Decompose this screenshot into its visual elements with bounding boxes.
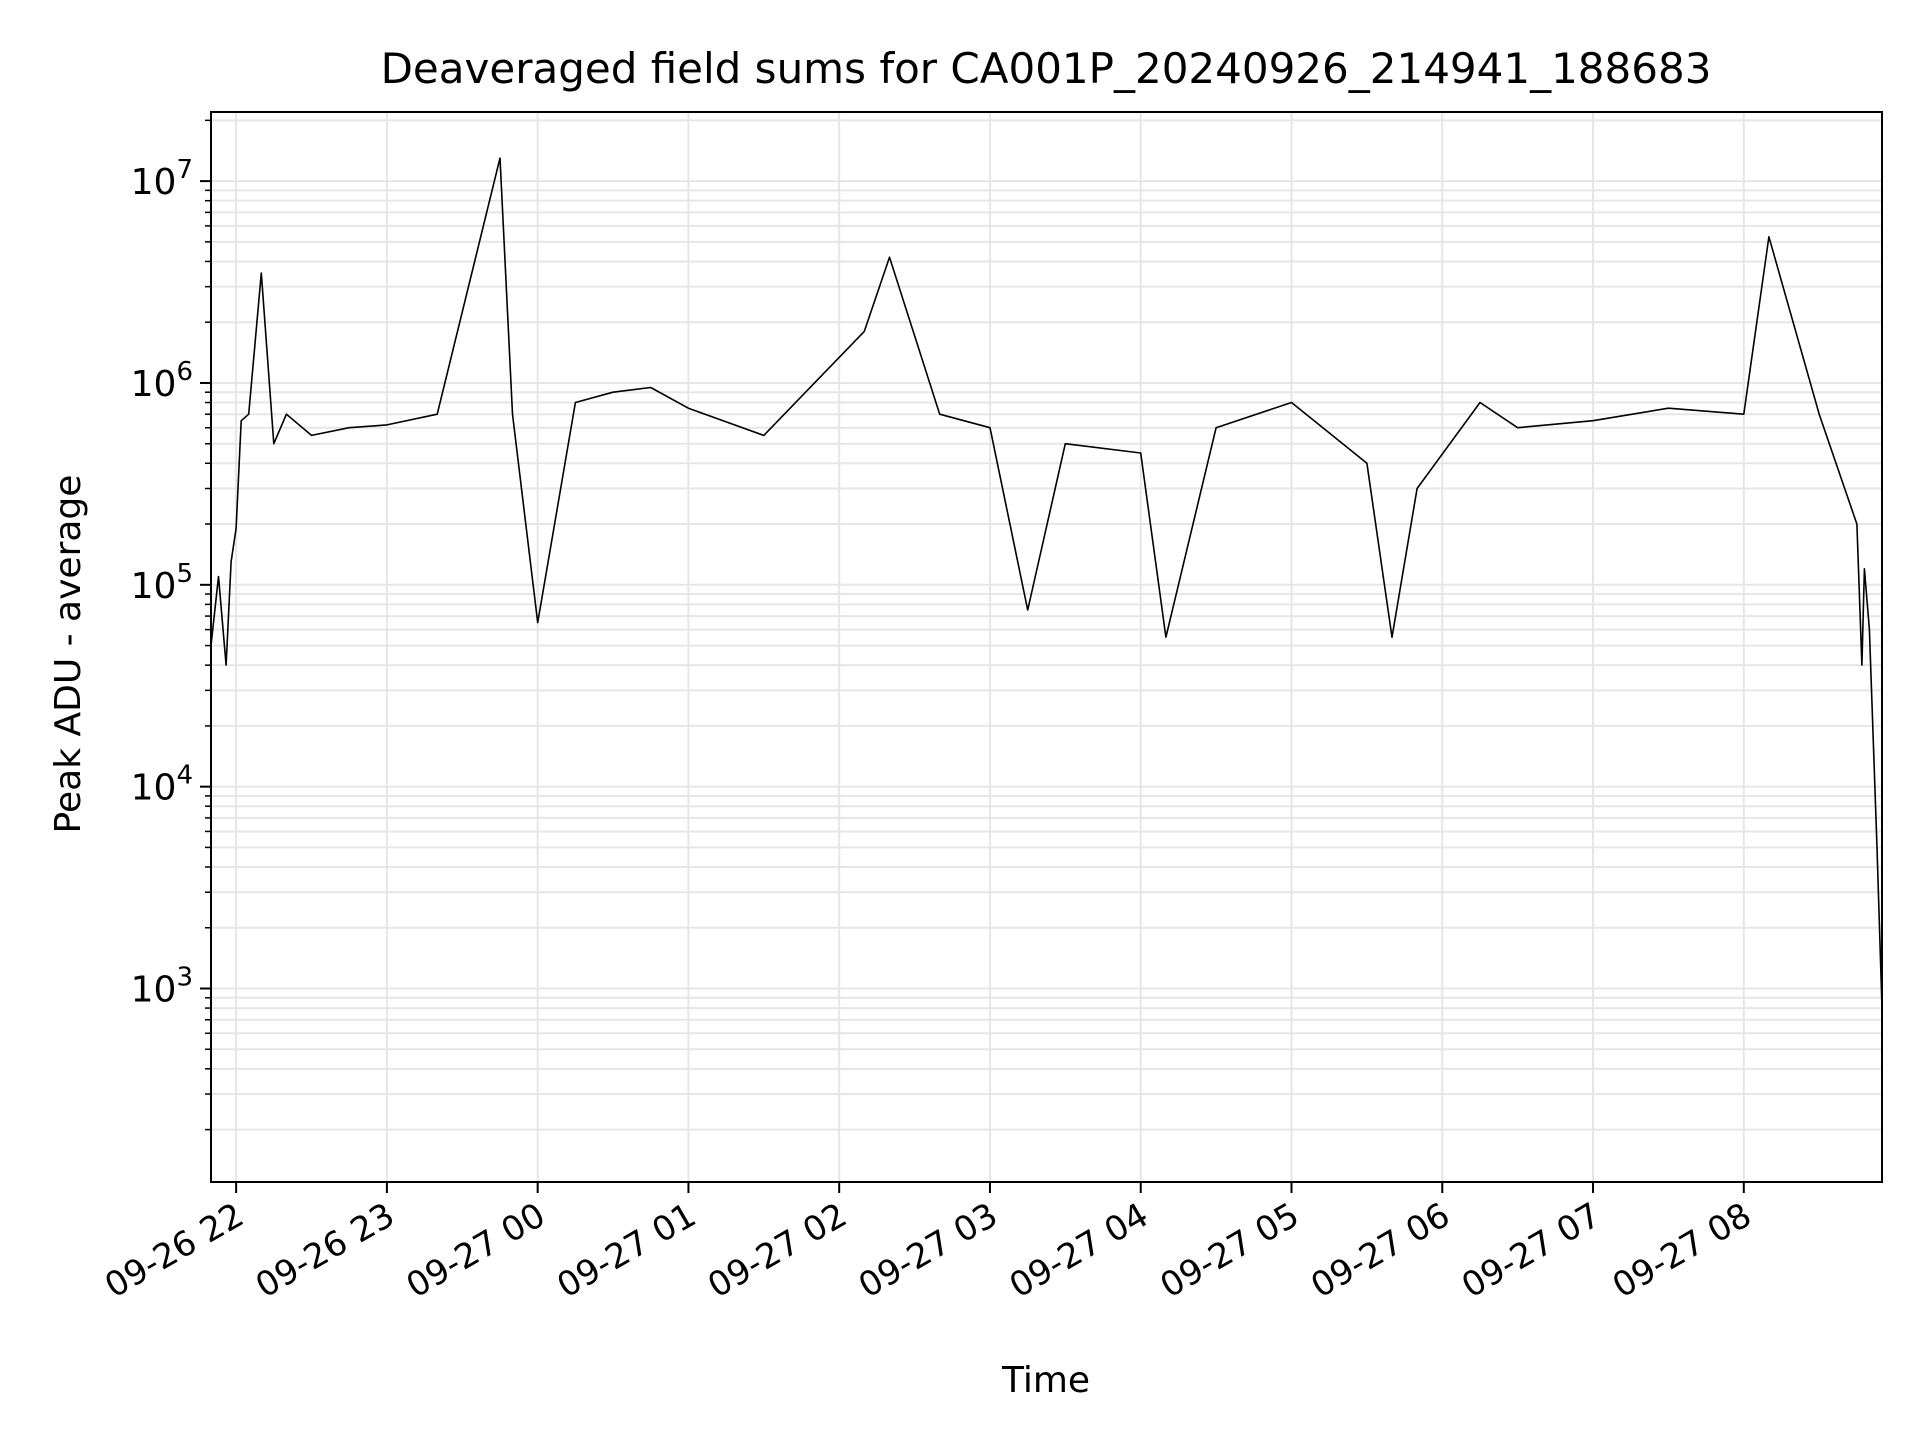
y-axis-label: Peak ADU - average bbox=[48, 475, 89, 834]
x-axis-label: Time bbox=[1001, 1360, 1090, 1401]
chart-title: Deaveraged field sums for CA001P_2024092… bbox=[381, 44, 1712, 93]
series-layer bbox=[210, 157, 1883, 1009]
y-tick-label: 103 bbox=[131, 963, 193, 1011]
y-tick-label: 107 bbox=[131, 155, 193, 203]
y-tick-labels: 103 104 105 106 107 bbox=[131, 155, 193, 1010]
grid bbox=[211, 112, 1882, 1182]
axis-ticks bbox=[200, 119, 1745, 1193]
y-tick-label: 106 bbox=[131, 357, 193, 405]
plot-area-frame bbox=[210, 111, 1883, 1183]
series-line bbox=[210, 157, 1883, 1009]
y-tick-label: 104 bbox=[131, 761, 193, 809]
y-tick-label: 105 bbox=[131, 559, 193, 607]
